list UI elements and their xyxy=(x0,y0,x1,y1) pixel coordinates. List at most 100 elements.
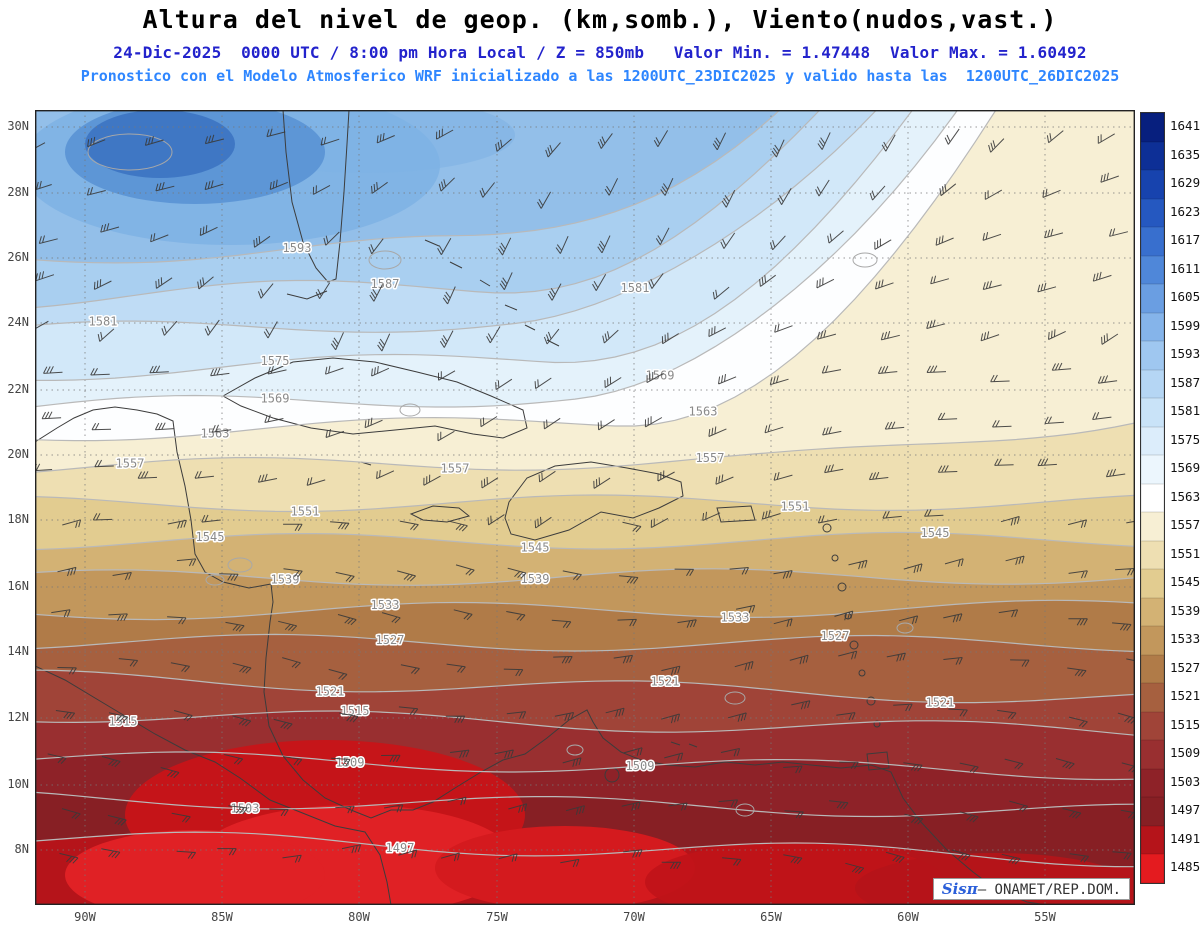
closed-contour xyxy=(87,133,173,171)
shaded-band xyxy=(35,423,1135,512)
shading-core xyxy=(65,830,325,905)
shaded-band xyxy=(35,110,996,441)
lon-tick-label: 80W xyxy=(348,910,370,924)
page-title: Altura del nivel de geop. (km,somb.), Vi… xyxy=(142,5,1058,34)
shading-cores-layer xyxy=(35,110,1135,905)
lat-tick-label: 28N xyxy=(7,185,29,199)
coastline xyxy=(504,461,684,541)
lon-tick-label: 85W xyxy=(211,910,233,924)
shaded-band xyxy=(35,110,877,333)
lon-tick-label: 55W xyxy=(1034,910,1056,924)
colorbar-cell xyxy=(1141,711,1164,740)
contour-label: 1557 xyxy=(441,461,470,475)
colorbar-cell xyxy=(1141,683,1164,712)
watermark-brand: Sisπ xyxy=(941,880,978,898)
height-contour xyxy=(35,110,878,333)
colorbar-cell xyxy=(1141,227,1164,256)
island-outline xyxy=(822,523,832,533)
colorbar-cell xyxy=(1141,369,1164,398)
colorbar-cell xyxy=(1141,426,1164,455)
closed-contour xyxy=(724,691,746,705)
contour-label: 1563 xyxy=(689,405,718,419)
colorbar-label: 1491 xyxy=(1170,830,1200,846)
height-contour xyxy=(35,494,1135,513)
valid-time-line: 24-Dic-2025 0000 UTC / 8:00 pm Hora Loca… xyxy=(113,43,1087,62)
shaded-band xyxy=(35,110,1135,473)
colorbar: 1641 1635 1629 1623 1617 1611 1605 1599 1593 1587… xyxy=(1140,112,1200,884)
colorbar-cell xyxy=(1141,255,1164,284)
colorbar-label: 1563 xyxy=(1170,488,1200,504)
height-contour xyxy=(35,110,821,309)
closed-contour xyxy=(205,574,225,586)
map-canvas: 1593 1587 1581 1581 1575 1569 1569 1563 1563 1557… xyxy=(35,110,1135,905)
island-outline xyxy=(873,720,881,728)
colorbar-label: 1509 xyxy=(1170,745,1200,760)
closed-contour xyxy=(852,252,878,268)
colorbar-label: 1641 xyxy=(1170,118,1200,133)
colorbar-label: 1635 xyxy=(1170,146,1200,162)
graticule-layer xyxy=(35,110,1135,905)
contour-label: 1515 xyxy=(109,714,138,728)
contour-label: 1539 xyxy=(271,573,300,587)
watermark: Sisπ– ONAMET/REP.DOM. xyxy=(932,878,1130,900)
closed-contour xyxy=(399,403,421,417)
height-contour xyxy=(35,110,781,264)
colorbar-label: 1623 xyxy=(1170,203,1200,219)
map-border xyxy=(35,110,1135,905)
colorbar-label: 1539 xyxy=(1170,602,1200,618)
contour-label: 1551 xyxy=(291,505,320,519)
lat-tick-label: 16N xyxy=(7,579,29,593)
colorbar-label: 1527 xyxy=(1170,659,1200,675)
shaded-band xyxy=(35,711,1135,780)
shaded-band xyxy=(35,670,1135,736)
colorbar-label: 1605 xyxy=(1170,289,1200,304)
colorbar-cell xyxy=(1141,597,1164,626)
lat-tick-label: 8N xyxy=(14,842,29,856)
contour-label: 1527 xyxy=(376,633,405,647)
coastline xyxy=(424,239,560,347)
height-contour xyxy=(35,710,1135,736)
contour-label: 1521 xyxy=(316,684,345,698)
height-contour xyxy=(35,669,1135,704)
shading-core xyxy=(85,110,235,178)
lat-tick-label: 20N xyxy=(7,447,29,461)
watermark-text: – ONAMET/REP.DOM. xyxy=(977,882,1121,898)
contour-map-svg: 1593158715811581157515691569156315631557… xyxy=(35,110,1135,905)
colorbar-cell xyxy=(1141,455,1164,484)
colorbar-cell xyxy=(1141,626,1164,655)
coastline xyxy=(35,406,1048,905)
colorbar-label: 1515 xyxy=(1170,716,1200,732)
colorbar-labels: 1641 1635 1629 1623 1617 1611 1605 1599 1593 1587… xyxy=(1170,112,1200,884)
height-contour xyxy=(35,531,1135,551)
colorbar-label: 1497 xyxy=(1170,802,1200,817)
contour-label: 1569 xyxy=(261,391,290,405)
coastline xyxy=(409,505,471,523)
colorbar-cell xyxy=(1141,654,1164,683)
island-outline xyxy=(858,669,866,677)
height-contour xyxy=(35,110,997,442)
colorbar-label: 1593 xyxy=(1170,346,1200,361)
colorbar-label: 1575 xyxy=(1170,431,1200,447)
colorbar-cell xyxy=(1141,825,1164,854)
island-outline xyxy=(866,696,876,706)
lat-tick-label: 22N xyxy=(7,382,29,396)
map-frame-layer xyxy=(35,110,1135,905)
contour-label: 1587 xyxy=(371,277,400,291)
shaded-band xyxy=(35,110,958,407)
contour-label: 1557 xyxy=(696,451,725,465)
colorbar-cell xyxy=(1141,569,1164,598)
colorbar-cell xyxy=(1141,854,1164,883)
lon-tick-label: 70W xyxy=(623,910,645,924)
lat-tick-label: 14N xyxy=(7,644,29,658)
colorbar-label: 1599 xyxy=(1170,317,1200,333)
lon-tick-label: 90W xyxy=(74,910,96,924)
closed-contour xyxy=(735,803,755,817)
coastline xyxy=(866,751,890,771)
height-contour xyxy=(35,422,1135,473)
coastline xyxy=(716,505,756,523)
colorbar-cell xyxy=(1141,768,1164,797)
shading-core xyxy=(435,826,695,905)
contour-label: 1557 xyxy=(116,456,145,470)
coastline-layer xyxy=(35,110,1048,905)
